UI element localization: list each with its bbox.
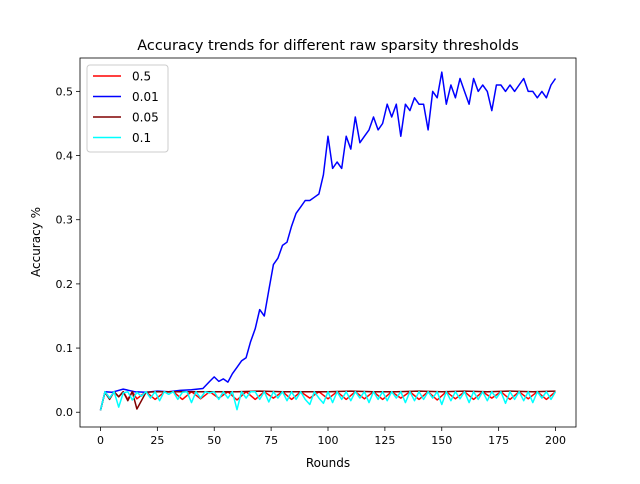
plot-area: 0 25 50 75 100 125 150 175 200 0.0 0.1 0.2 0.3 0.4 0.5… bbox=[56, 57, 577, 447]
x-tick-label-8: 200 bbox=[545, 434, 566, 447]
chart-title: Accuracy trends for different raw sparsi… bbox=[137, 38, 519, 54]
y-tick-label-3: 0.3 bbox=[56, 214, 74, 227]
legend-label-2: 0.05 bbox=[132, 111, 159, 125]
x-tick-label-0: 0 bbox=[97, 434, 104, 447]
x-tick-label-6: 150 bbox=[431, 434, 452, 447]
x-axis-label: Rounds bbox=[306, 456, 350, 470]
legend: 0.5 0.01 0.05 0.1 bbox=[86, 64, 169, 153]
y-axis-label: Accuracy % bbox=[29, 207, 43, 277]
legend-label-0: 0.5 bbox=[132, 70, 151, 84]
y-tick-label-1: 0.1 bbox=[56, 342, 74, 355]
x-tick-label-7: 175 bbox=[488, 434, 509, 447]
series-line-3 bbox=[99, 390, 557, 411]
y-tick-label-5: 0.5 bbox=[56, 85, 74, 98]
y-tick-label-4: 0.4 bbox=[56, 150, 74, 163]
legend-box bbox=[86, 64, 169, 153]
x-tick-label-2: 50 bbox=[207, 434, 221, 447]
x-tick-label-3: 75 bbox=[264, 434, 278, 447]
legend-label-3: 0.1 bbox=[132, 131, 151, 145]
x-tick-label-1: 25 bbox=[150, 434, 164, 447]
y-tick-label-0: 0.0 bbox=[56, 406, 74, 419]
series-line-2 bbox=[99, 390, 556, 411]
x-tick-label-5: 125 bbox=[374, 434, 395, 447]
series-line-1 bbox=[99, 71, 557, 411]
y-tick-label-2: 0.2 bbox=[56, 278, 74, 291]
x-tick-label-4: 100 bbox=[318, 434, 339, 447]
legend-label-1: 0.01 bbox=[132, 90, 159, 104]
